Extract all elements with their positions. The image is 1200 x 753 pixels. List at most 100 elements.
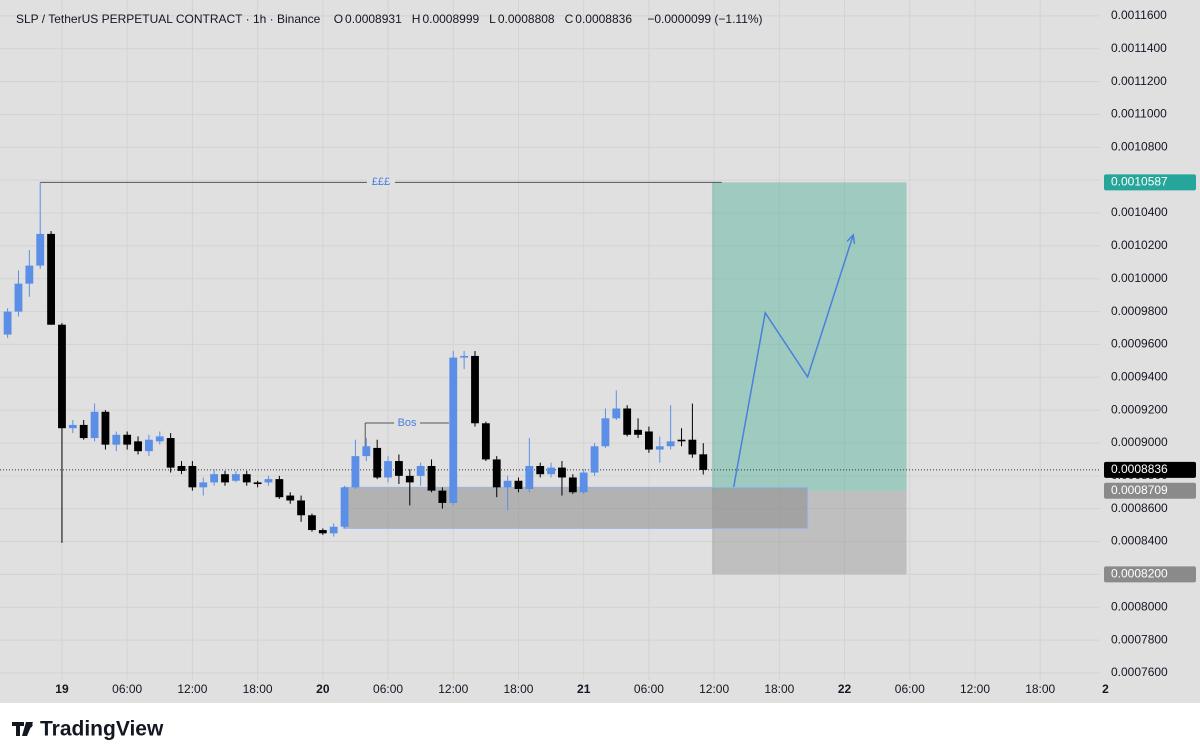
- plot-area: £££ Bos: [0, 175, 1100, 575]
- grid: [0, 0, 1100, 680]
- label-background: [394, 415, 421, 430]
- ohlc-item: L 0.0008808: [489, 12, 554, 26]
- candle-body: [579, 472, 588, 493]
- y-tick-label: 0.0011000: [1111, 107, 1167, 121]
- candle-body: [514, 480, 523, 489]
- candle-body: [503, 480, 512, 488]
- y-tick-label: 0.0010000: [1111, 271, 1168, 285]
- symbol-header: SLP / TetherUS PERPETUAL CONTRACT · 1h ·…: [16, 12, 765, 26]
- y-tick-label: 0.0009400: [1111, 369, 1168, 383]
- candle-body: [416, 465, 425, 476]
- price-badge: [1104, 566, 1196, 583]
- x-tick-label: 12:00: [960, 682, 990, 696]
- candle-body: [601, 418, 610, 447]
- y-tick-label: 0.0008400: [1111, 534, 1168, 548]
- price-badge: [1104, 461, 1196, 478]
- price-badge: [1104, 482, 1196, 499]
- candle-body: [449, 357, 458, 503]
- x-tick-label: 18:00: [243, 682, 273, 696]
- candle-body: [308, 515, 316, 531]
- candle-body: [123, 434, 132, 445]
- candle-body: [329, 526, 338, 534]
- price-badge-label: 0.0008200: [1111, 567, 1168, 581]
- candle-body: [645, 431, 653, 450]
- ohlc-item: H 0.0008999: [412, 12, 479, 26]
- target-zone: [711, 182, 907, 491]
- candle-body: [221, 474, 229, 483]
- logo-icon-dot: [27, 722, 33, 728]
- price-badge-label: 0.0010587: [1111, 174, 1168, 188]
- ohlc-value: 0.0008836: [575, 12, 632, 26]
- candle-body: [253, 482, 262, 485]
- x-tick-label: 18:00: [1025, 682, 1055, 696]
- arrow-head: [846, 233, 856, 244]
- candle-body: [384, 461, 392, 478]
- candle-body: [373, 447, 382, 478]
- y-tick-label: 0.0010800: [1111, 140, 1168, 154]
- candle-body: [547, 467, 555, 475]
- candle-body: [286, 495, 295, 501]
- price-badge-label: 0.0008709: [1111, 483, 1168, 497]
- candle-body: [362, 446, 371, 457]
- x-tick-label: 12:00: [438, 682, 468, 696]
- y-tick-label: 0.0007800: [1111, 632, 1168, 646]
- x-tick-label: 18:00: [503, 682, 533, 696]
- candle-body: [699, 454, 708, 470]
- candle-body: [145, 439, 153, 452]
- candle-body: [612, 408, 621, 419]
- candle-body: [101, 411, 110, 445]
- chart-background: [0, 0, 1200, 703]
- price-axis: 0.0007600 0.0007800 0.0008000 0.0008200 0.00…: [1111, 8, 1168, 679]
- y-tick-label: 0.0007600: [1111, 665, 1168, 679]
- x-tick-label: 06:00: [634, 682, 664, 696]
- y-tick-label: 0.0010200: [1111, 238, 1168, 252]
- y-tick-label: 0.0009600: [1111, 337, 1168, 351]
- x-tick-label: 19: [55, 682, 69, 696]
- candle-body: [558, 467, 566, 478]
- x-tick-label: 18:00: [764, 682, 794, 696]
- candle-body: [318, 530, 327, 534]
- candle-body: [666, 441, 675, 447]
- candle-body: [47, 233, 55, 325]
- candle-body: [492, 459, 501, 488]
- x-tick-label: 22: [838, 682, 852, 696]
- candle-body: [3, 311, 12, 335]
- candle-body: [351, 456, 360, 488]
- candle-body: [177, 465, 186, 471]
- candle-body: [231, 474, 240, 481]
- ohlc-value: 0.0008931: [345, 12, 402, 26]
- candle-body: [68, 424, 77, 429]
- candle-body: [623, 408, 632, 435]
- candle-body: [199, 482, 208, 488]
- candle-body: [677, 439, 686, 442]
- candle-body: [568, 477, 577, 493]
- candle-body: [460, 355, 469, 358]
- candle-body: [264, 479, 273, 483]
- y-tick-label: 0.0009000: [1111, 435, 1168, 449]
- ohlc-label: L: [489, 12, 496, 26]
- bos-label: Bos: [398, 417, 417, 429]
- ohlc-value: 0.0008999: [422, 12, 480, 26]
- y-tick-label: 0.0011200: [1111, 74, 1167, 88]
- ohlc-label: H: [411, 12, 421, 26]
- y-tick-label: 0.0008600: [1111, 501, 1168, 515]
- candle-body: [471, 355, 479, 424]
- candle-body: [112, 434, 121, 445]
- candle-body: [525, 465, 534, 489]
- y-tick-label: 0.0011600: [1111, 8, 1167, 22]
- brand-logo: TradingView: [12, 718, 164, 741]
- candle-body: [297, 500, 305, 516]
- x-tick-label: 12:00: [177, 682, 207, 696]
- candle-body: [134, 441, 142, 452]
- symbol-title: SLP / TetherUS PERPETUAL CONTRACT · 1h ·…: [16, 12, 321, 26]
- ohlc-label: O: [333, 12, 344, 26]
- candle-body: [79, 424, 88, 439]
- label-background: [366, 175, 395, 190]
- candle-body: [405, 475, 414, 483]
- candle-body: [427, 465, 436, 491]
- price-badges: 0.0010587 0.0008836 0.0008709 0.0008200: [1104, 174, 1196, 583]
- candle-body: [155, 436, 164, 442]
- price-badge: [1104, 174, 1196, 191]
